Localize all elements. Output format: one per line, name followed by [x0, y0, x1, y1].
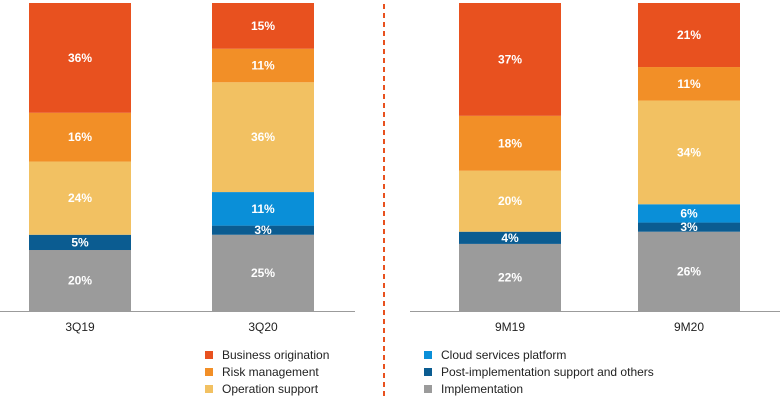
legend-item-implementation: Implementation	[424, 380, 654, 397]
legend-label-implementation: Implementation	[441, 381, 524, 396]
data-label-9m19-operation-support: 20%	[498, 194, 522, 208]
bar-9m20-operation-support	[638, 100, 740, 205]
bar-9m20-post-implementation-support-and-others	[638, 222, 740, 232]
bar-9m19-risk-management	[459, 115, 561, 171]
legend-label-cloud-services-platform: Cloud services platform	[441, 347, 567, 362]
data-label-3q20-business-origination: 15%	[251, 19, 275, 33]
bar-3q19-business-origination	[29, 3, 131, 113]
legend-swatch-post-implementation-support	[424, 367, 432, 376]
legend-label-risk-management: Risk management	[222, 364, 319, 379]
data-label-3q20-cloud-services-platform: 11%	[251, 202, 275, 216]
legend-item-post-implementation-support: Post-implementation support and others	[424, 363, 654, 380]
data-label-3q19-business-origination: 36%	[68, 51, 92, 65]
legend-swatch-operation-support	[205, 384, 213, 393]
data-label-3q20-operation-support: 36%	[251, 130, 275, 144]
bar-3q20-cloud-services-platform	[212, 192, 314, 226]
legend-label-business-origination: Business origination	[222, 347, 330, 362]
bar-3q19-post-implementation-support-and-others	[29, 234, 131, 251]
data-label-9m19-implementation: 22%	[498, 270, 522, 284]
bar-9m19-implementation	[459, 243, 561, 311]
data-label-3q20-post-implementation-support-and-others: 3%	[254, 223, 272, 237]
data-label-9m20-operation-support: 34%	[677, 145, 701, 159]
legend-swatch-business-origination	[205, 350, 213, 359]
bar-3q20-risk-management	[212, 48, 314, 83]
data-label-3q20-risk-management: 11%	[251, 59, 275, 73]
data-label-9m20-business-origination: 21%	[677, 28, 701, 42]
bar-3q20-implementation	[212, 234, 314, 311]
data-label-9m19-post-implementation-support-and-others: 4%	[501, 231, 519, 245]
data-label-3q19-post-implementation-support-and-others: 5%	[71, 235, 89, 249]
data-label-9m19-risk-management: 18%	[498, 136, 522, 150]
legend-swatch-cloud-services-platform	[424, 350, 432, 359]
data-label-3q19-implementation: 20%	[68, 274, 92, 288]
bar-9m19-post-implementation-support-and-others	[459, 231, 561, 244]
data-label-3q19-operation-support: 24%	[68, 191, 92, 205]
legend-item-operation-support: Operation support	[205, 380, 329, 397]
data-label-9m20-risk-management: 11%	[677, 77, 701, 91]
bar-3q19-risk-management	[29, 112, 131, 162]
category-label-3q19: 3Q19	[65, 320, 95, 334]
legend-label-post-implementation-support: Post-implementation support and others	[441, 364, 654, 379]
category-label-3q20: 3Q20	[248, 320, 278, 334]
bar-9m19-business-origination	[459, 3, 561, 116]
legend-label-operation-support: Operation support	[222, 381, 319, 396]
bar-9m19-operation-support	[459, 170, 561, 232]
legend-swatch-risk-management	[205, 367, 213, 376]
bar-3q20-operation-support	[212, 82, 314, 193]
legend-item-cloud-services-platform: Cloud services platform	[424, 346, 654, 363]
legend-left: Business origination Risk management Ope…	[205, 346, 329, 397]
data-label-9m19-business-origination: 37%	[498, 52, 522, 66]
legend-right: Cloud services platform Post-implementat…	[424, 346, 654, 397]
data-label-3q20-implementation: 25%	[251, 266, 275, 280]
bar-9m20-risk-management	[638, 67, 740, 101]
data-label-9m20-cloud-services-platform: 6%	[680, 206, 698, 220]
legend-item-risk-management: Risk management	[205, 363, 329, 380]
category-label-9m19: 9M19	[495, 320, 525, 334]
legend-item-business-origination: Business origination	[205, 346, 329, 363]
bar-3q19-operation-support	[29, 161, 131, 235]
data-label-3q19-risk-management: 16%	[68, 130, 92, 144]
bar-3q20-business-origination	[212, 3, 314, 49]
bar-9m20-business-origination	[638, 3, 740, 68]
data-label-9m20-post-implementation-support-and-others: 3%	[680, 220, 698, 234]
data-label-9m20-implementation: 26%	[677, 264, 701, 278]
bar-3q20-post-implementation-support-and-others	[212, 225, 314, 235]
category-label-9m20: 9M20	[674, 320, 704, 334]
bar-9m20-implementation	[638, 231, 740, 311]
bar-3q19-implementation	[29, 250, 131, 311]
bar-9m20-cloud-services-platform	[638, 204, 740, 223]
legend-swatch-implementation	[424, 384, 432, 393]
